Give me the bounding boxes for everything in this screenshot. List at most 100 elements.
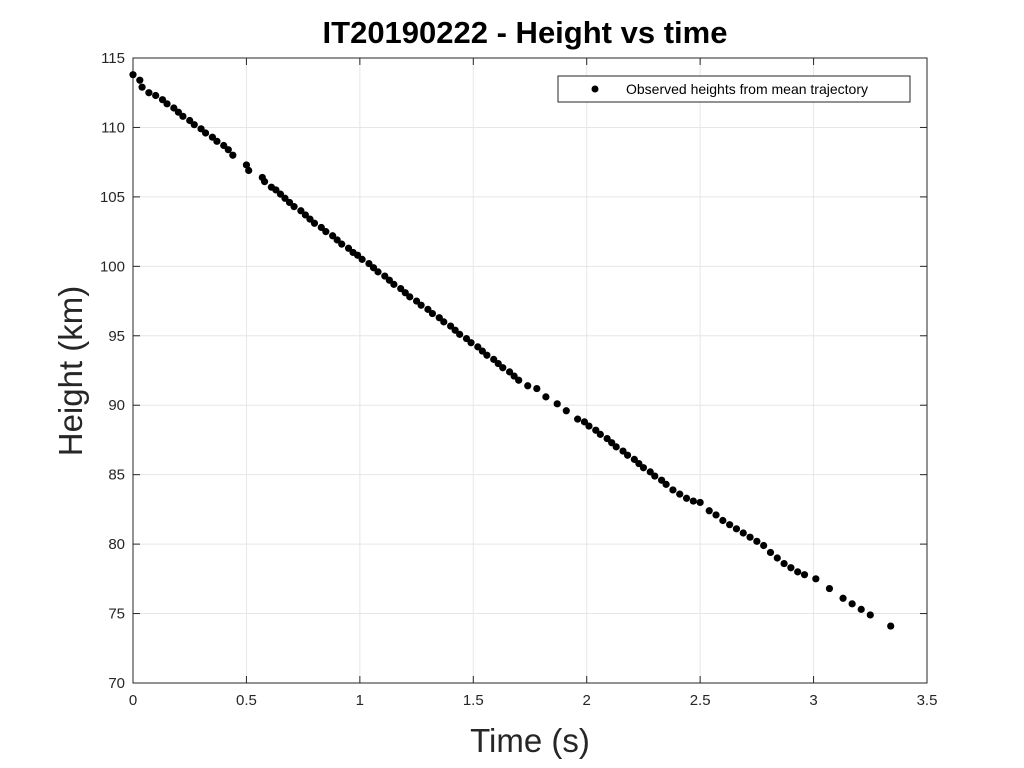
data-point	[857, 605, 865, 613]
y-tick-label: 95	[108, 328, 125, 345]
data-point	[272, 186, 280, 194]
data-point	[780, 559, 788, 568]
data-point	[467, 339, 475, 347]
data-point	[682, 494, 691, 502]
data-point	[825, 584, 834, 593]
data-point	[138, 83, 146, 91]
data-points	[129, 71, 895, 630]
y-tick-label: 115	[101, 50, 125, 67]
data-point	[338, 240, 346, 248]
data-point	[553, 400, 561, 408]
data-point	[510, 372, 518, 380]
data-point	[301, 211, 310, 219]
y-tick-label: 80	[108, 536, 125, 553]
data-point	[201, 129, 210, 137]
x-axis-label: Time (s)	[470, 722, 590, 759]
data-point	[542, 393, 550, 401]
data-point	[440, 318, 448, 326]
y-tick-label: 90	[108, 397, 125, 414]
data-point	[689, 497, 697, 505]
data-point	[619, 447, 627, 455]
data-point	[662, 480, 670, 488]
data-point	[515, 376, 523, 384]
data-point	[630, 455, 638, 463]
data-point	[417, 301, 425, 309]
data-point	[646, 468, 654, 476]
data-point	[669, 486, 677, 494]
data-point	[635, 459, 643, 468]
data-point	[705, 507, 713, 515]
data-point	[158, 96, 167, 104]
data-point	[474, 343, 482, 351]
data-point	[726, 521, 734, 529]
data-point	[651, 472, 659, 480]
data-point	[145, 89, 153, 97]
data-point	[712, 511, 720, 519]
data-point	[753, 537, 761, 545]
data-point	[306, 215, 314, 223]
y-axis-label: Height (km)	[52, 286, 89, 457]
data-point	[129, 71, 137, 79]
data-point	[612, 443, 620, 451]
x-tick-label: 2.5	[690, 692, 711, 709]
data-point	[866, 611, 874, 619]
data-point	[456, 330, 464, 338]
data-point	[424, 305, 432, 313]
data-point	[297, 207, 305, 215]
data-point	[276, 190, 285, 198]
y-tick-label: 75	[108, 606, 125, 623]
data-point	[344, 244, 353, 252]
data-point	[787, 564, 795, 572]
data-point	[696, 498, 704, 507]
y-tick-label: 100	[100, 258, 125, 275]
data-point	[381, 272, 389, 280]
data-point	[657, 476, 666, 484]
data-point	[839, 594, 847, 602]
data-point	[224, 146, 232, 154]
data-point	[290, 203, 298, 211]
data-point	[533, 384, 541, 393]
legend-label: Observed heights from mean trajectory	[626, 81, 868, 97]
x-tick-label: 3.5	[917, 692, 938, 709]
data-point	[260, 178, 269, 186]
data-point	[608, 439, 616, 447]
data-point	[322, 228, 330, 236]
x-tick-label: 1.5	[463, 692, 484, 709]
data-point	[285, 198, 294, 207]
data-point	[163, 100, 171, 108]
data-point	[365, 259, 373, 268]
data-point	[208, 133, 216, 141]
data-point	[242, 161, 251, 169]
plot-area	[133, 58, 927, 683]
data-point	[623, 451, 632, 459]
data-point	[281, 194, 289, 202]
data-point	[229, 151, 237, 159]
data-point	[732, 525, 741, 533]
axes-box	[132, 57, 928, 684]
data-point	[639, 464, 648, 472]
data-point	[329, 232, 337, 240]
x-tick-label: 3	[809, 692, 817, 709]
data-point	[390, 280, 398, 288]
x-tick-label: 1	[356, 692, 364, 709]
legend-box	[557, 75, 911, 103]
data-point	[812, 575, 820, 583]
legend: Observed heights from mean trajectory	[557, 75, 911, 103]
data-point	[574, 415, 582, 423]
data-point	[580, 418, 589, 426]
x-tick-label: 0.5	[236, 692, 257, 709]
data-point	[136, 76, 144, 84]
data-point	[412, 297, 421, 305]
data-point	[186, 116, 194, 125]
x-tick-label: 2	[583, 692, 591, 709]
data-point	[374, 268, 382, 276]
data-point	[397, 284, 405, 293]
data-point	[369, 264, 378, 272]
data-point	[676, 490, 684, 498]
y-tick-label: 105	[100, 189, 125, 206]
data-point	[451, 326, 459, 334]
x-tick-labels: 0 0.5 1 1.5 2 2.5 3 3.5	[129, 692, 938, 709]
data-point	[353, 251, 362, 259]
legend-marker	[591, 85, 599, 93]
data-point	[462, 334, 471, 343]
